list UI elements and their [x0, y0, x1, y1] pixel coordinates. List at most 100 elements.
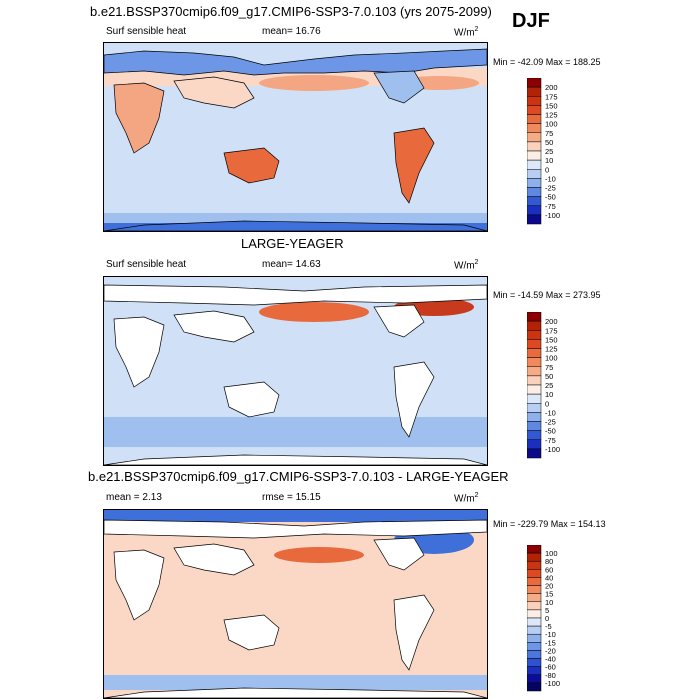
colorbar-swatch	[526, 601, 542, 611]
south-asia	[173, 310, 255, 343]
colorbar-tick-label: -10	[545, 174, 556, 183]
colorbar-swatch	[526, 430, 542, 441]
kuroshio-positive	[274, 547, 364, 563]
colorbar-swatch	[526, 650, 542, 659]
colorbar-tick-label: -60	[545, 663, 556, 672]
antarctica	[104, 687, 487, 698]
colorbar-swatch	[526, 375, 542, 386]
north-america	[373, 537, 425, 571]
south-america	[393, 361, 435, 438]
colorbar-swatch	[526, 105, 542, 115]
panel-2-title: LARGE-YEAGER	[241, 236, 344, 251]
panel-1-minmax: Min = -42.09 Max = 188.25	[493, 57, 601, 67]
panel-2-colorbar: 200 175 150 125 100 75 50 25 10 0 -10 -25 -50 -75 -100	[526, 311, 587, 467]
colorbar-tick-label: 150	[545, 335, 558, 344]
australia	[223, 381, 280, 418]
southern-ocean-band	[104, 417, 487, 447]
colorbar-tick-label: 100	[545, 549, 558, 558]
colorbar-swatch	[526, 593, 542, 603]
colorbar-tick-label: -10	[545, 408, 556, 417]
colorbar-swatch	[526, 348, 542, 358]
colorbar-swatch	[526, 412, 542, 422]
colorbar-tick-label: -100	[545, 679, 560, 688]
south-asia	[173, 76, 255, 109]
panel-3-rmse-label: rmse = 15.15	[262, 492, 321, 503]
colorbar-tick-label: 50	[545, 138, 553, 147]
colorbar-tick-label: 175	[545, 326, 558, 335]
northern-continents	[104, 519, 487, 539]
colorbar-tick-label: 175	[545, 92, 558, 101]
south-america	[393, 594, 435, 671]
colorbar-swatch	[526, 339, 542, 349]
northern-continents	[104, 284, 487, 306]
panel-3-minmax: Min = -229.79 Max = 154.13	[493, 519, 606, 529]
panel-2-mean-label: mean= 14.63	[262, 259, 321, 270]
panel-3-map	[103, 509, 488, 699]
colorbar-tick-label: 80	[545, 557, 553, 566]
colorbar-tick-label: 125	[545, 345, 558, 354]
colorbar-swatch	[526, 448, 542, 459]
colorbar-tick-label: 150	[545, 101, 558, 110]
colorbar-swatch	[526, 366, 542, 377]
colorbar-tick-label: 10	[545, 390, 553, 399]
africa	[113, 316, 165, 388]
season-label: DJF	[512, 10, 550, 32]
colorbar-swatch	[526, 609, 542, 619]
colorbar-tick-label: -40	[545, 655, 556, 664]
northern-continents	[104, 48, 487, 76]
kuroshio-warm	[259, 75, 369, 91]
colorbar-tick-label: 60	[545, 565, 553, 574]
colorbar-tick-label: 20	[545, 582, 553, 591]
colorbar-swatch	[526, 633, 542, 643]
colorbar-tick-label: -25	[545, 184, 556, 193]
colorbar-tick-label: 100	[545, 354, 558, 363]
colorbar-swatch	[526, 123, 542, 134]
colorbar-tick-label: -80	[545, 671, 556, 680]
panel-1-colorbar: 200 175 150 125 100 75 50 25 10 0 -10 -25 -50 -75 -100	[526, 77, 587, 233]
colorbar-tick-label: 10	[545, 156, 553, 165]
panel-1-mean-label: mean= 16.76	[262, 26, 321, 37]
colorbar-swatch	[526, 577, 542, 586]
colorbar-swatch	[526, 159, 542, 170]
south-america	[393, 127, 435, 204]
southern-ocean-negative	[104, 675, 487, 690]
panel-3-units: W/m2	[454, 492, 479, 505]
north-america	[373, 70, 425, 104]
colorbar-swatch	[526, 311, 542, 322]
panel-1-units: W/m2	[454, 26, 479, 39]
colorbar-swatch	[526, 393, 542, 404]
panel-3-colorbar: 100 80 60 40 20 15 10 5 0 -5 -10 -15 -20 -40 -60 -80 -10…	[526, 544, 587, 700]
arctic-negative	[104, 510, 487, 522]
colorbar-swatch	[526, 666, 542, 676]
panel-1-title: b.e21.BSSP370cmip6.f09_g17.CMIP6-SSP3-7.…	[90, 4, 492, 19]
colorbar-tick-label: 25	[545, 147, 553, 156]
africa	[113, 82, 165, 154]
colorbar-tick-label: -50	[545, 427, 556, 436]
colorbar-swatch	[526, 114, 542, 124]
colorbar-tick-label: 100	[545, 120, 558, 129]
colorbar-swatch	[526, 357, 542, 368]
colorbar-tick-label: -75	[545, 202, 556, 211]
colorbar-tick-label: 125	[545, 111, 558, 120]
panel-2-map	[103, 276, 488, 466]
colorbar-tick-label: 0	[545, 614, 549, 623]
panel-3-title: b.e21.BSSP370cmip6.f09_g17.CMIP6-SSP3-7.…	[88, 469, 509, 484]
colorbar-swatch	[526, 320, 542, 331]
colorbar-tick-label: 15	[545, 590, 553, 599]
colorbar-swatch	[526, 617, 542, 627]
colorbar-swatch	[526, 205, 542, 216]
colorbar-swatch	[526, 625, 542, 635]
colorbar-swatch	[526, 384, 542, 395]
panel-1-map	[103, 42, 488, 232]
panel-2-variable-label: Surf sensible heat	[106, 259, 187, 270]
colorbar-tick-label: -100	[545, 445, 560, 454]
colorbar-swatch	[526, 674, 542, 684]
colorbar-tick-label: -5	[545, 622, 552, 631]
colorbar-tick-label: 5	[545, 606, 549, 615]
colorbar-tick-label: -15	[545, 638, 556, 647]
colorbar-swatch	[526, 96, 542, 106]
colorbar-tick-label: 10	[545, 598, 553, 607]
colorbar-swatch	[526, 77, 542, 88]
colorbar-swatch	[526, 585, 542, 594]
